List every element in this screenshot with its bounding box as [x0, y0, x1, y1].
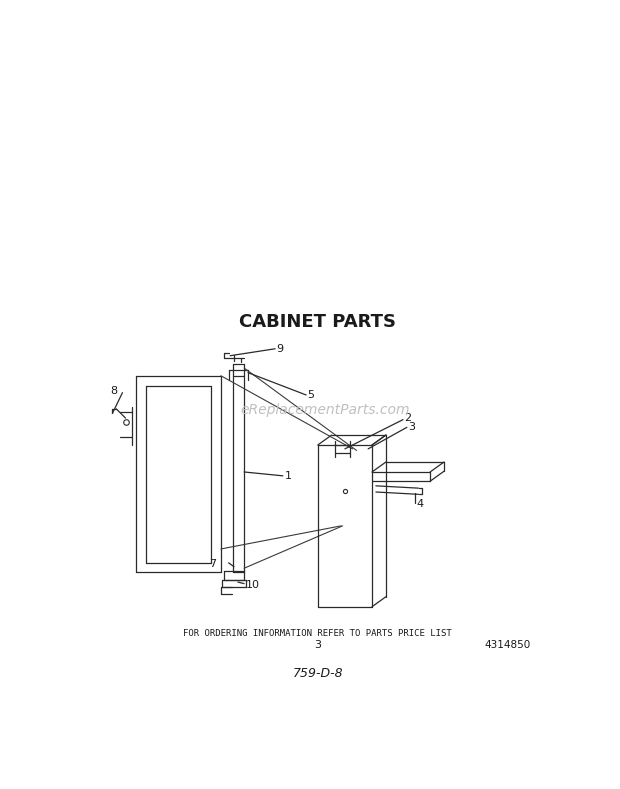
Text: 3: 3: [314, 640, 321, 650]
Text: 4314850: 4314850: [484, 640, 531, 650]
Text: 3: 3: [409, 422, 415, 432]
Text: 9: 9: [277, 344, 284, 353]
Text: 4: 4: [416, 499, 423, 510]
Text: FOR ORDERING INFORMATION REFER TO PARTS PRICE LIST: FOR ORDERING INFORMATION REFER TO PARTS …: [184, 629, 452, 638]
Text: eReplacementParts.com: eReplacementParts.com: [241, 403, 410, 417]
Text: 10: 10: [246, 580, 260, 590]
Text: 2: 2: [404, 413, 412, 423]
Text: 1: 1: [285, 471, 291, 481]
Text: 7: 7: [210, 559, 216, 570]
Text: 8: 8: [111, 386, 118, 396]
Text: CABINET PARTS: CABINET PARTS: [239, 312, 396, 331]
Text: 759-D-8: 759-D-8: [293, 667, 343, 680]
Text: 5: 5: [308, 390, 315, 400]
